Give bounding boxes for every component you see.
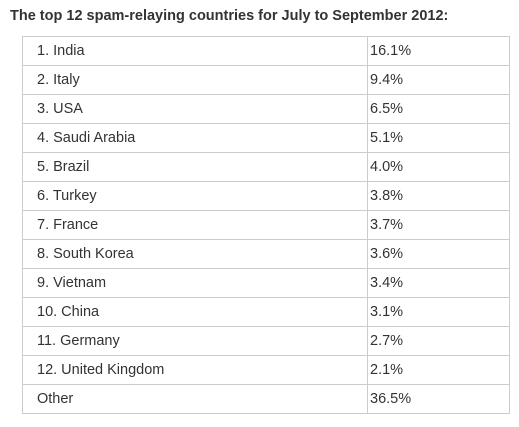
share-cell: 2.7% [367,326,510,356]
country-cell: 12. United Kingdom [22,355,368,385]
table-row: 5. Brazil 4.0% [22,152,510,182]
share-cell: 6.5% [367,94,510,124]
country-cell: 10. China [22,297,368,327]
table-title: The top 12 spam-relaying countries for J… [10,8,449,24]
share-cell: 3.7% [367,210,510,240]
table-row: Other 36.5% [22,384,510,414]
share-cell: 36.5% [367,384,510,414]
table-row: 3. USA 6.5% [22,94,510,124]
country-cell: Other [22,384,368,414]
table-row: 9. Vietnam 3.4% [22,268,510,298]
share-cell: 2.1% [367,355,510,385]
country-cell: 1. India [22,36,368,66]
share-cell: 16.1% [367,36,510,66]
spam-country-table: 1. India 16.1% 2. Italy 9.4% 3. USA 6.5%… [22,36,510,414]
share-cell: 3.4% [367,268,510,298]
table-row: 6. Turkey 3.8% [22,181,510,211]
share-cell: 3.6% [367,239,510,269]
share-cell: 9.4% [367,65,510,95]
share-cell: 4.0% [367,152,510,182]
country-cell: 7. France [22,210,368,240]
table-row: 2. Italy 9.4% [22,65,510,95]
table-row: 10. China 3.1% [22,297,510,327]
share-cell: 5.1% [367,123,510,153]
share-cell: 3.8% [367,181,510,211]
table-row: 8. South Korea 3.6% [22,239,510,269]
country-cell: 11. Germany [22,326,368,356]
country-cell: 2. Italy [22,65,368,95]
country-cell: 5. Brazil [22,152,368,182]
country-cell: 9. Vietnam [22,268,368,298]
table-row: 11. Germany 2.7% [22,326,510,356]
country-cell: 8. South Korea [22,239,368,269]
country-cell: 3. USA [22,94,368,124]
table-row: 4. Saudi Arabia 5.1% [22,123,510,153]
country-cell: 6. Turkey [22,181,368,211]
table-row: 7. France 3.7% [22,210,510,240]
table-row: 1. India 16.1% [22,36,510,66]
country-cell: 4. Saudi Arabia [22,123,368,153]
table-row: 12. United Kingdom 2.1% [22,355,510,385]
share-cell: 3.1% [367,297,510,327]
